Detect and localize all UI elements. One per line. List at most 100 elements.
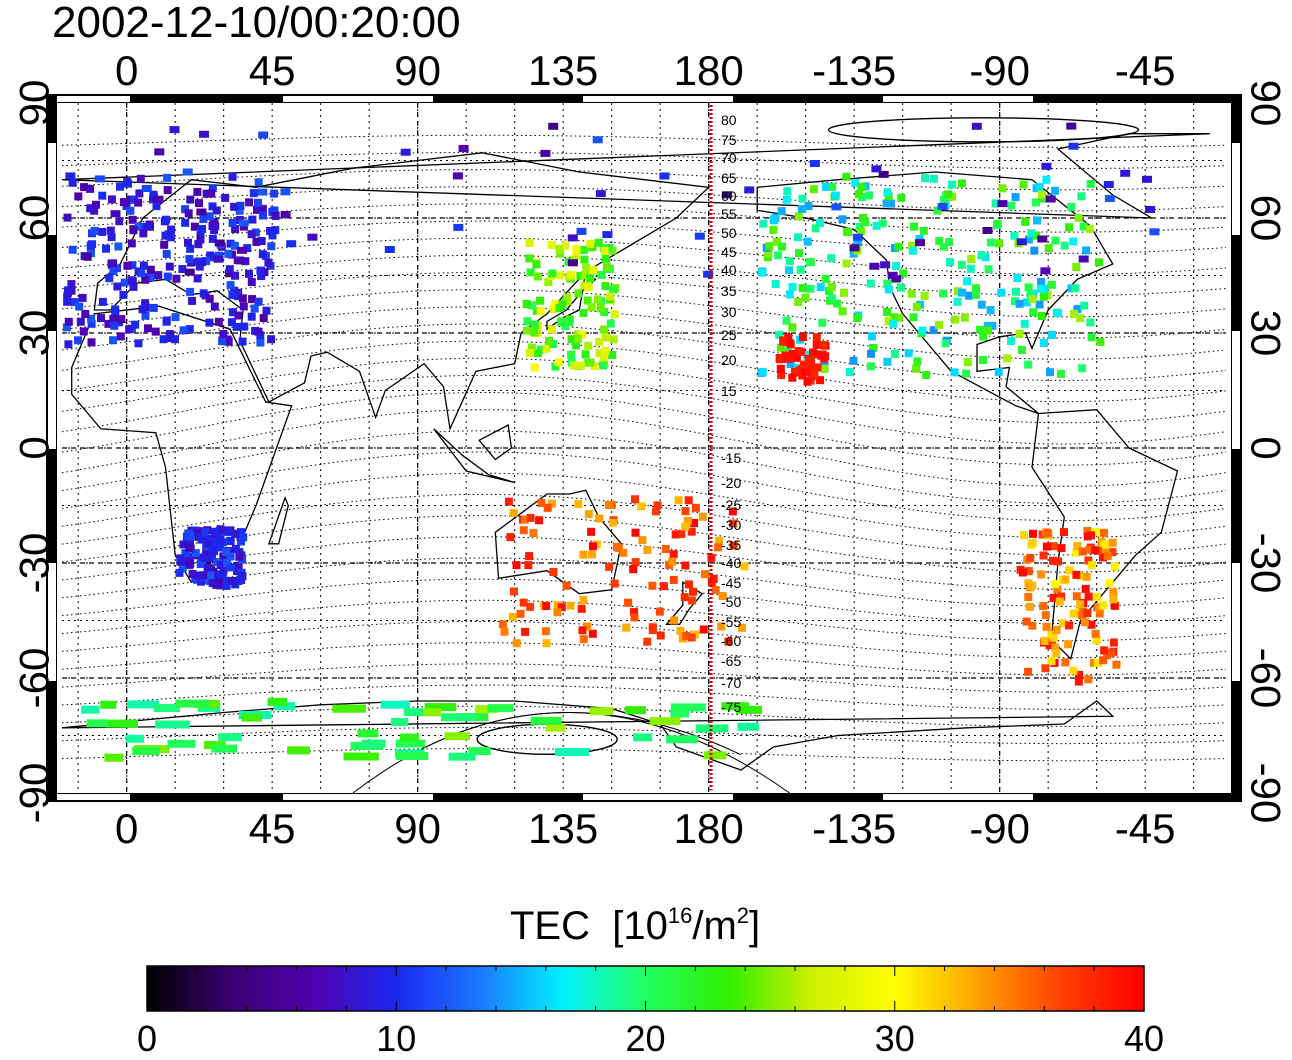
tec-cell bbox=[525, 349, 534, 357]
tec-cell bbox=[958, 288, 966, 297]
tec-cell bbox=[676, 626, 685, 635]
tec-cell bbox=[779, 337, 788, 346]
tec-cell bbox=[1072, 548, 1081, 557]
tec-cell bbox=[624, 706, 647, 715]
tec-cell bbox=[831, 191, 840, 200]
tec-cell bbox=[567, 234, 578, 242]
tec-cell bbox=[110, 321, 119, 330]
tec-cell bbox=[81, 310, 90, 318]
tec-cell bbox=[117, 315, 126, 324]
tec-cell bbox=[771, 213, 780, 222]
tec-cell bbox=[1019, 568, 1027, 577]
tec-cell bbox=[785, 266, 793, 275]
tec-cell bbox=[643, 546, 652, 554]
tec-cell bbox=[935, 237, 944, 245]
tec-cell bbox=[258, 204, 267, 213]
tec-cell bbox=[574, 334, 583, 343]
tec-cell bbox=[1108, 548, 1117, 557]
tec-cell bbox=[589, 542, 597, 551]
tec-cell bbox=[1052, 649, 1061, 658]
tec-cell bbox=[833, 299, 841, 308]
tec-cell bbox=[280, 211, 291, 218]
tec-cell bbox=[529, 529, 538, 537]
tec-cell bbox=[226, 537, 235, 545]
tec-cell bbox=[806, 284, 815, 293]
tec-cell bbox=[1065, 566, 1074, 575]
tec-cell bbox=[771, 280, 780, 288]
tec-cell bbox=[929, 326, 938, 335]
tec-cell bbox=[235, 206, 244, 215]
tec-cell bbox=[70, 298, 79, 307]
tec-cell bbox=[452, 172, 463, 180]
tec-cell bbox=[788, 373, 797, 382]
tec-cell bbox=[129, 195, 138, 204]
tec-cell bbox=[172, 274, 181, 283]
tec-cell bbox=[1017, 345, 1026, 354]
tec-cell bbox=[670, 703, 706, 712]
tec-cell bbox=[343, 752, 379, 761]
tec-cell bbox=[687, 527, 696, 536]
tec-cell bbox=[162, 215, 171, 224]
tec-cell bbox=[218, 337, 227, 346]
tec-cell bbox=[213, 255, 224, 263]
tec-cell bbox=[1091, 629, 1100, 638]
tec-cell bbox=[871, 165, 882, 173]
tec-cell bbox=[908, 246, 917, 255]
tec-cell bbox=[608, 351, 617, 359]
tec-cell bbox=[810, 370, 819, 379]
tec-cell bbox=[153, 704, 180, 712]
tec-cell bbox=[225, 269, 233, 278]
tec-cell bbox=[1108, 538, 1117, 547]
tec-cell bbox=[1091, 546, 1100, 555]
tec-cell bbox=[1109, 595, 1118, 604]
magnetic-latitude-label: 45 bbox=[721, 244, 737, 260]
tec-cell bbox=[1020, 319, 1029, 328]
tec-cell bbox=[1039, 292, 1048, 301]
tec-cell bbox=[224, 527, 233, 536]
tec-cell bbox=[231, 225, 240, 233]
tec-cell bbox=[127, 276, 136, 285]
tec-cell bbox=[861, 182, 870, 191]
tec-cell bbox=[307, 233, 318, 241]
magnetic-latitude-label: 55 bbox=[721, 206, 737, 222]
tec-cell bbox=[1041, 162, 1052, 170]
tec-cell bbox=[1074, 213, 1083, 222]
tec-cell bbox=[718, 592, 727, 600]
tec-cell bbox=[869, 343, 878, 352]
magnetic-latitude-label: 40 bbox=[721, 262, 737, 278]
latitude-tick-label: -60 bbox=[11, 648, 58, 709]
tec-cell bbox=[984, 326, 992, 335]
colorbar-tick-label: 20 bbox=[625, 1018, 666, 1059]
tec-cell bbox=[1073, 541, 1082, 550]
tec-cell bbox=[1099, 528, 1108, 537]
tec-cell bbox=[567, 259, 578, 267]
tec-cell bbox=[1087, 333, 1096, 342]
tec-cell bbox=[601, 255, 610, 263]
tec-cell bbox=[270, 189, 279, 198]
tec-cell bbox=[605, 244, 614, 252]
tec-cell bbox=[548, 269, 557, 278]
tec-cell bbox=[1065, 621, 1073, 630]
tec-cell bbox=[271, 226, 280, 235]
tec-cell bbox=[1007, 201, 1016, 210]
tec-cell bbox=[245, 269, 253, 278]
tec-cell bbox=[785, 354, 794, 363]
tec-cell bbox=[535, 516, 544, 525]
tec-cell bbox=[199, 571, 208, 580]
tec-cell bbox=[849, 244, 860, 252]
tec-cell bbox=[193, 274, 202, 283]
longitude-tick-label: 180 bbox=[674, 47, 744, 94]
tec-cell bbox=[950, 368, 959, 377]
tec-cell bbox=[1085, 224, 1094, 233]
tec-cell bbox=[798, 284, 807, 293]
tec-cell bbox=[812, 340, 821, 349]
tec-cell bbox=[195, 199, 203, 208]
magnetic-latitude-label: -30 bbox=[721, 517, 741, 533]
tec-cell bbox=[649, 717, 681, 726]
longitude-tick-label: 180 bbox=[674, 805, 744, 852]
tec-cell bbox=[884, 285, 893, 294]
tec-cell bbox=[241, 713, 262, 722]
tec-cell bbox=[525, 254, 534, 263]
tec-cell bbox=[950, 315, 959, 324]
tec-cell bbox=[1083, 527, 1092, 535]
